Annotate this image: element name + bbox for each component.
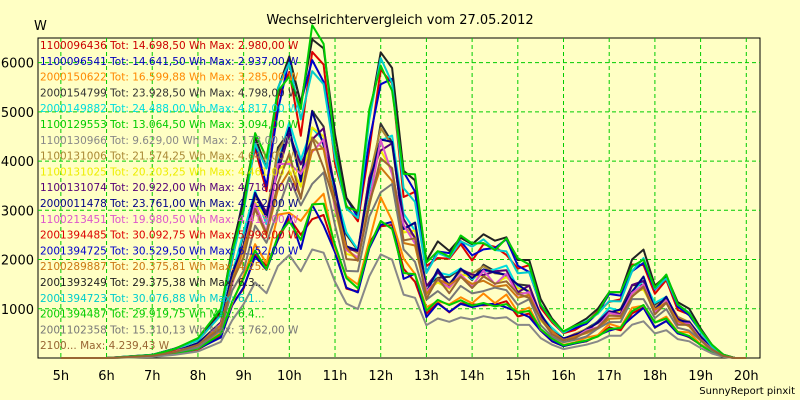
legend-entry: 2000011478 Tot: 23.761,00 Wh Max: 4.732,… [40,198,299,210]
legend-entry: 1100131025 Tot: 20.203,25 Wh Max: 4.461,… [40,166,299,178]
x-tick-label: 20h [734,369,759,384]
chart-title: Wechselrichtervergleich vom 27.05.2012 [266,13,533,28]
x-tick-label: 10h [277,369,302,384]
x-tick-label: 7h [144,369,161,384]
series-line-1100129553 [60,202,747,359]
x-tick-label: 15h [505,369,530,384]
x-tick-label: 5h [53,369,70,384]
x-tick-label: 14h [460,369,485,384]
series-line-2000011478 [60,110,747,359]
legend-entry: 1100129553 Tot: 13.064,50 Wh Max: 3.094,… [40,119,299,131]
legend-entry: 1100096436 Tot: 14.698,50 Wh Max: 2.980,… [40,40,299,52]
legend-entry: 2001394487 Tot: 29.919,75 Wh Max: 6.4... [40,309,265,321]
legend-entry: 1100213451 Tot: 19.980,50 Wh Max: 4.413,… [40,214,299,226]
y-tick-label: 6000 [1,57,34,72]
series-line-2100... [60,136,747,359]
legend-entry: 2000149882 Tot: 24.488,00 Wh Max: 4.817,… [40,103,299,115]
legend-entry: 2100289887 Tot: 20.375,81 Wh Max: 4.25..… [40,261,271,273]
y-axis: 1000 2000 3000 4000 5000 6000 [1,57,34,318]
x-tick-label: 9h [235,369,252,384]
x-tick-label: 18h [643,369,668,384]
y-tick-label: 3000 [1,204,34,219]
legend-entry: 2001393249 Tot: 29.375,38 Wh Max: 6.3... [40,277,265,289]
x-tick-label: 13h [414,369,439,384]
x-tick-label: 11h [323,369,348,384]
legend-entry: 2001102358 Tot: 15.310,13 Wh Max: 3.762,… [40,324,299,336]
x-tick-label: 6h [98,369,115,384]
series-line-2001102358 [60,171,747,359]
legend: 1100096436 Tot: 14.698,50 Wh Max: 2.980,… [40,40,299,352]
x-tick-label: 17h [597,369,622,384]
series-line-2001394485 [60,50,747,359]
legend-entry: 2001394485 Tot: 30.092,75 Wh Max: 5.998,… [40,230,299,242]
x-tick-label: 16h [551,369,576,384]
x-axis: 5h 6h 7h 8h 9h 10h 11h 12h 13h 14h 15h 16h 17h 18h 19h… [53,369,759,384]
legend-entry: 1100130966 Tot: 9.629,00 Wh Max: 2.173,0… [40,135,292,147]
legend-entry: 2001394723 Tot: 30.076,88 Wh Max: 6.1... [40,293,265,305]
y-tick-label: 5000 [1,106,34,121]
credit-text: SunnyReport pinxit [699,386,795,397]
y-tick-label: 4000 [1,155,34,170]
x-tick-label: 19h [688,369,713,384]
legend-entry: 1100131074 Tot: 20.922,00 Wh Max: 4.718,… [40,182,299,194]
y-tick-label: 2000 [1,254,34,269]
legend-entry: 2000150622 Tot: 16.599,88 Wh Max: 3.285,… [40,72,299,84]
y-tick-label: 1000 [1,303,34,318]
y-axis-label: W [34,19,47,34]
legend-entry: 2000154799 Tot: 23.928,50 Wh Max: 4.798,… [40,87,299,99]
legend-entry: 1100096541 Tot: 14.641,50 Wh Max: 2.937,… [40,56,299,68]
legend-entry: 1100131006 Tot: 21.574,25 Wh Max: 4.641,… [40,151,299,163]
x-tick-label: 8h [190,369,207,384]
series-line-1100096541 [60,203,747,359]
legend-entry: 2001394725 Tot: 30.529,50 Wh Max: 6.152,… [40,245,299,257]
x-tick-label: 12h [368,369,393,384]
series-line-1100130966 [60,248,747,359]
series-lines [60,24,747,359]
series-line-2001394487 [60,24,747,359]
legend-entry: 2100... Max: 4.239,43 W [40,340,170,352]
